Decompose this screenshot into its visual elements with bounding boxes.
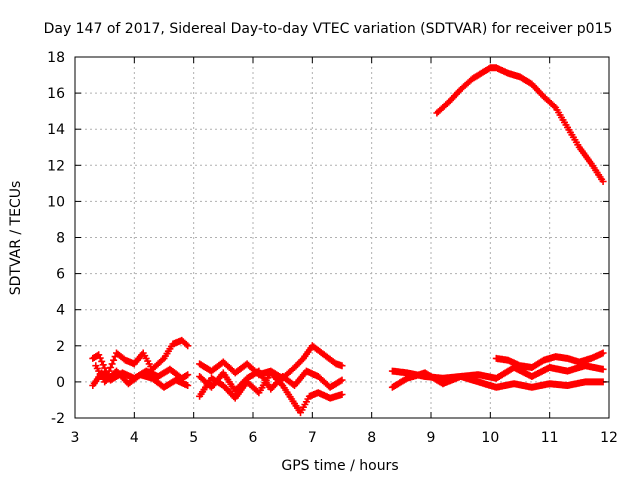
series xyxy=(196,369,346,417)
y-axis-label: SDTVAR / TECUs xyxy=(8,181,24,296)
y-tick-label: 18 xyxy=(47,50,65,66)
series xyxy=(492,349,607,371)
x-tick-label: 6 xyxy=(249,430,258,446)
x-tick-label: 7 xyxy=(308,430,317,446)
y-tick-label: -2 xyxy=(51,411,65,427)
axis-ticks xyxy=(74,56,610,419)
x-tick-label: 9 xyxy=(427,430,436,446)
y-tick-label: 12 xyxy=(47,158,65,174)
x-tick-label: 11 xyxy=(541,430,559,446)
data-series xyxy=(89,64,607,417)
series xyxy=(433,64,607,185)
x-tick-label: 4 xyxy=(130,430,139,446)
series-markers xyxy=(492,349,607,371)
series xyxy=(92,362,192,391)
series xyxy=(89,336,192,379)
x-tick-label: 8 xyxy=(367,430,376,446)
y-tick-label: 14 xyxy=(47,122,65,138)
x-tick-label: 3 xyxy=(71,430,80,446)
y-tick-label: 4 xyxy=(56,303,65,319)
series-markers xyxy=(433,64,607,185)
series-markers xyxy=(388,362,607,391)
series-markers xyxy=(196,369,346,417)
y-tick-label: 0 xyxy=(56,375,65,391)
series xyxy=(388,362,607,391)
y-tick-label: 2 xyxy=(56,339,65,355)
series-markers xyxy=(92,362,192,391)
y-tick-label: 6 xyxy=(56,267,65,283)
x-tick-label: 10 xyxy=(481,430,499,446)
series-markers xyxy=(89,336,192,379)
y-tick-label: 8 xyxy=(56,231,65,247)
x-tick-labels: 3 4 5 6 7 8 9 10 11 12 xyxy=(71,430,618,446)
chart-title: Day 147 of 2017, Sidereal Day-to-day VTE… xyxy=(44,21,613,37)
y-tick-labels: -2 0 2 4 6 8 10 12 14 16 18 xyxy=(47,50,65,427)
x-tick-label: 5 xyxy=(189,430,198,446)
y-tick-label: 10 xyxy=(47,194,65,210)
x-tick-label: 12 xyxy=(600,430,618,446)
x-axis-label: GPS time / hours xyxy=(281,458,398,474)
y-tick-label: 16 xyxy=(47,86,65,102)
gridlines xyxy=(75,57,609,418)
